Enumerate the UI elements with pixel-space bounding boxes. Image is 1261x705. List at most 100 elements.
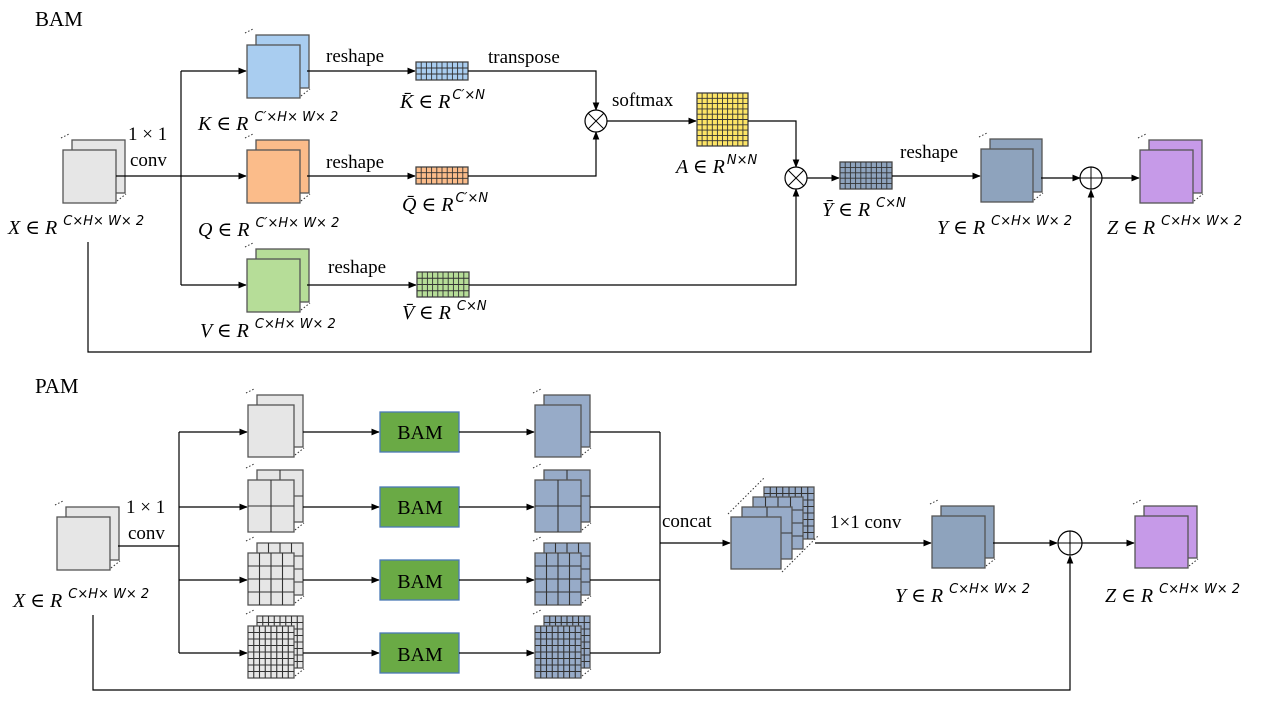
- pam-y-label: Y ∈ R C×H× W× 2: [895, 582, 1030, 607]
- feature-map-layer: [246, 44, 301, 99]
- feature-map-layer: [1139, 149, 1194, 204]
- feature-map-layer: [534, 404, 582, 458]
- cross-line: [787, 169, 805, 187]
- bam-y-stack: [978, 132, 1044, 203]
- pam-z-stack: [1132, 499, 1199, 569]
- vbar-matrix: [416, 271, 470, 298]
- bam-block-3: [379, 559, 460, 601]
- split-input-stack-2: [245, 463, 305, 533]
- depth-dots: [532, 463, 542, 469]
- depth-dots: [294, 447, 305, 456]
- depth-dots: [54, 500, 64, 506]
- depth-dots: [532, 609, 542, 615]
- q-label: Q ∈ R C′×H× W× 2: [198, 216, 339, 241]
- depth-dots: [985, 558, 996, 567]
- bam-y-label: Y ∈ R C×H× W× 2: [937, 214, 1072, 239]
- vbar-label: V̄ ∈ R C×N: [402, 299, 487, 324]
- depth-dots: [978, 132, 988, 138]
- kbar-matrix: [415, 61, 469, 81]
- depth-dots: [116, 193, 127, 202]
- v-label: V ∈ R C×H× W× 2: [200, 317, 336, 342]
- depth-dots: [1193, 193, 1204, 202]
- depth-dots: [532, 388, 542, 394]
- depth-dots: [244, 242, 254, 248]
- pam-conv-label-2: conv: [128, 523, 165, 544]
- bam-output-stack-2: [532, 463, 592, 533]
- depth-dots: [244, 133, 254, 139]
- depth-dots: [727, 477, 765, 515]
- pam-residual-connection: [92, 555, 1074, 691]
- feature-map-layer: [931, 515, 986, 569]
- kbar-label: K̄ ∈ R C′×N: [399, 88, 485, 113]
- arrow-transpose: [468, 70, 600, 111]
- pam-z-label: Z ∈ R C×H× W× 2: [1105, 582, 1240, 607]
- depth-dots: [581, 447, 592, 456]
- depth-dots: [245, 536, 255, 542]
- feature-map-layer: [56, 516, 111, 571]
- bam-z-label: Z ∈ R C×H× W× 2: [1107, 214, 1242, 239]
- qbar-matrix: [415, 166, 469, 185]
- pam-conv-label: 1 × 1: [126, 497, 165, 518]
- add-operator-pam: [1057, 530, 1083, 556]
- depth-dots: [245, 609, 255, 615]
- feature-map-layer: [980, 148, 1034, 203]
- depth-dots: [300, 88, 311, 97]
- transpose-label: transpose: [488, 47, 560, 68]
- bam-block-label: BAM: [397, 422, 443, 444]
- bam-z-stack: [1137, 133, 1204, 204]
- depth-dots: [581, 522, 592, 531]
- reshape-q-label: reshape: [326, 152, 384, 173]
- bam-block-label: BAM: [397, 497, 443, 519]
- depth-dots: [245, 463, 255, 469]
- depth-dots: [300, 193, 311, 202]
- feature-map-layer: [247, 404, 295, 458]
- split-input-stack-4: [245, 609, 305, 679]
- concat-label: concat: [662, 511, 712, 532]
- conv-after-concat-label: 1×1 conv: [830, 512, 902, 533]
- cross-line: [587, 112, 605, 130]
- reshape-v-label: reshape: [328, 257, 386, 278]
- reshape-y-label: reshape: [900, 142, 958, 163]
- multiply-operator-1: [584, 109, 608, 133]
- pam-input-x-stack: [54, 500, 121, 571]
- a-label: A ∈ R N×N: [674, 153, 758, 178]
- arrow-v-to-mul: [469, 188, 800, 286]
- depth-dots: [110, 560, 121, 569]
- bam-conv-label: 1 × 1: [128, 124, 167, 145]
- attention-matrix-a: [696, 92, 749, 147]
- v-stack: [244, 242, 311, 313]
- bam-output-stack-4: [532, 609, 592, 679]
- ybar-matrix: [839, 161, 893, 190]
- depth-dots: [581, 668, 592, 677]
- pam-y-stack: [929, 499, 996, 569]
- depth-dots: [294, 522, 305, 531]
- ybar-label: Ȳ ∈ R C×N: [822, 196, 906, 221]
- depth-dots: [532, 536, 542, 542]
- bam-output-stack-3: [532, 536, 592, 606]
- add-operator-bam: [1079, 166, 1103, 190]
- bam-title: BAM: [35, 7, 83, 31]
- softmax-label: softmax: [612, 90, 674, 111]
- depth-dots: [300, 302, 311, 311]
- bam-residual-connection: [87, 189, 1095, 353]
- depth-dots: [581, 595, 592, 604]
- k-label: K ∈ R C′×H× W× 2: [197, 110, 338, 135]
- depth-dots: [244, 28, 254, 34]
- multiply-operator-2: [784, 166, 808, 190]
- feature-map-layer: [246, 149, 301, 204]
- q-stack: [244, 133, 311, 204]
- pam-title: PAM: [35, 374, 79, 398]
- bam-x-label: X ∈ R C×H× W× 2: [7, 214, 144, 239]
- bam-output-stack-1: [532, 388, 592, 458]
- depth-dots: [1132, 499, 1142, 505]
- depth-dots: [929, 499, 939, 505]
- bam-block-label: BAM: [397, 644, 443, 666]
- depth-dots: [245, 388, 255, 394]
- depth-dots: [1137, 133, 1147, 139]
- arrow-q-to-mul: [468, 131, 600, 177]
- arrow-a-to-mul: [748, 120, 800, 168]
- reshape-k-label: reshape: [326, 46, 384, 67]
- qbar-label: Q̄ ∈ R C′×N: [402, 191, 488, 216]
- bam-block-label: BAM: [397, 571, 443, 593]
